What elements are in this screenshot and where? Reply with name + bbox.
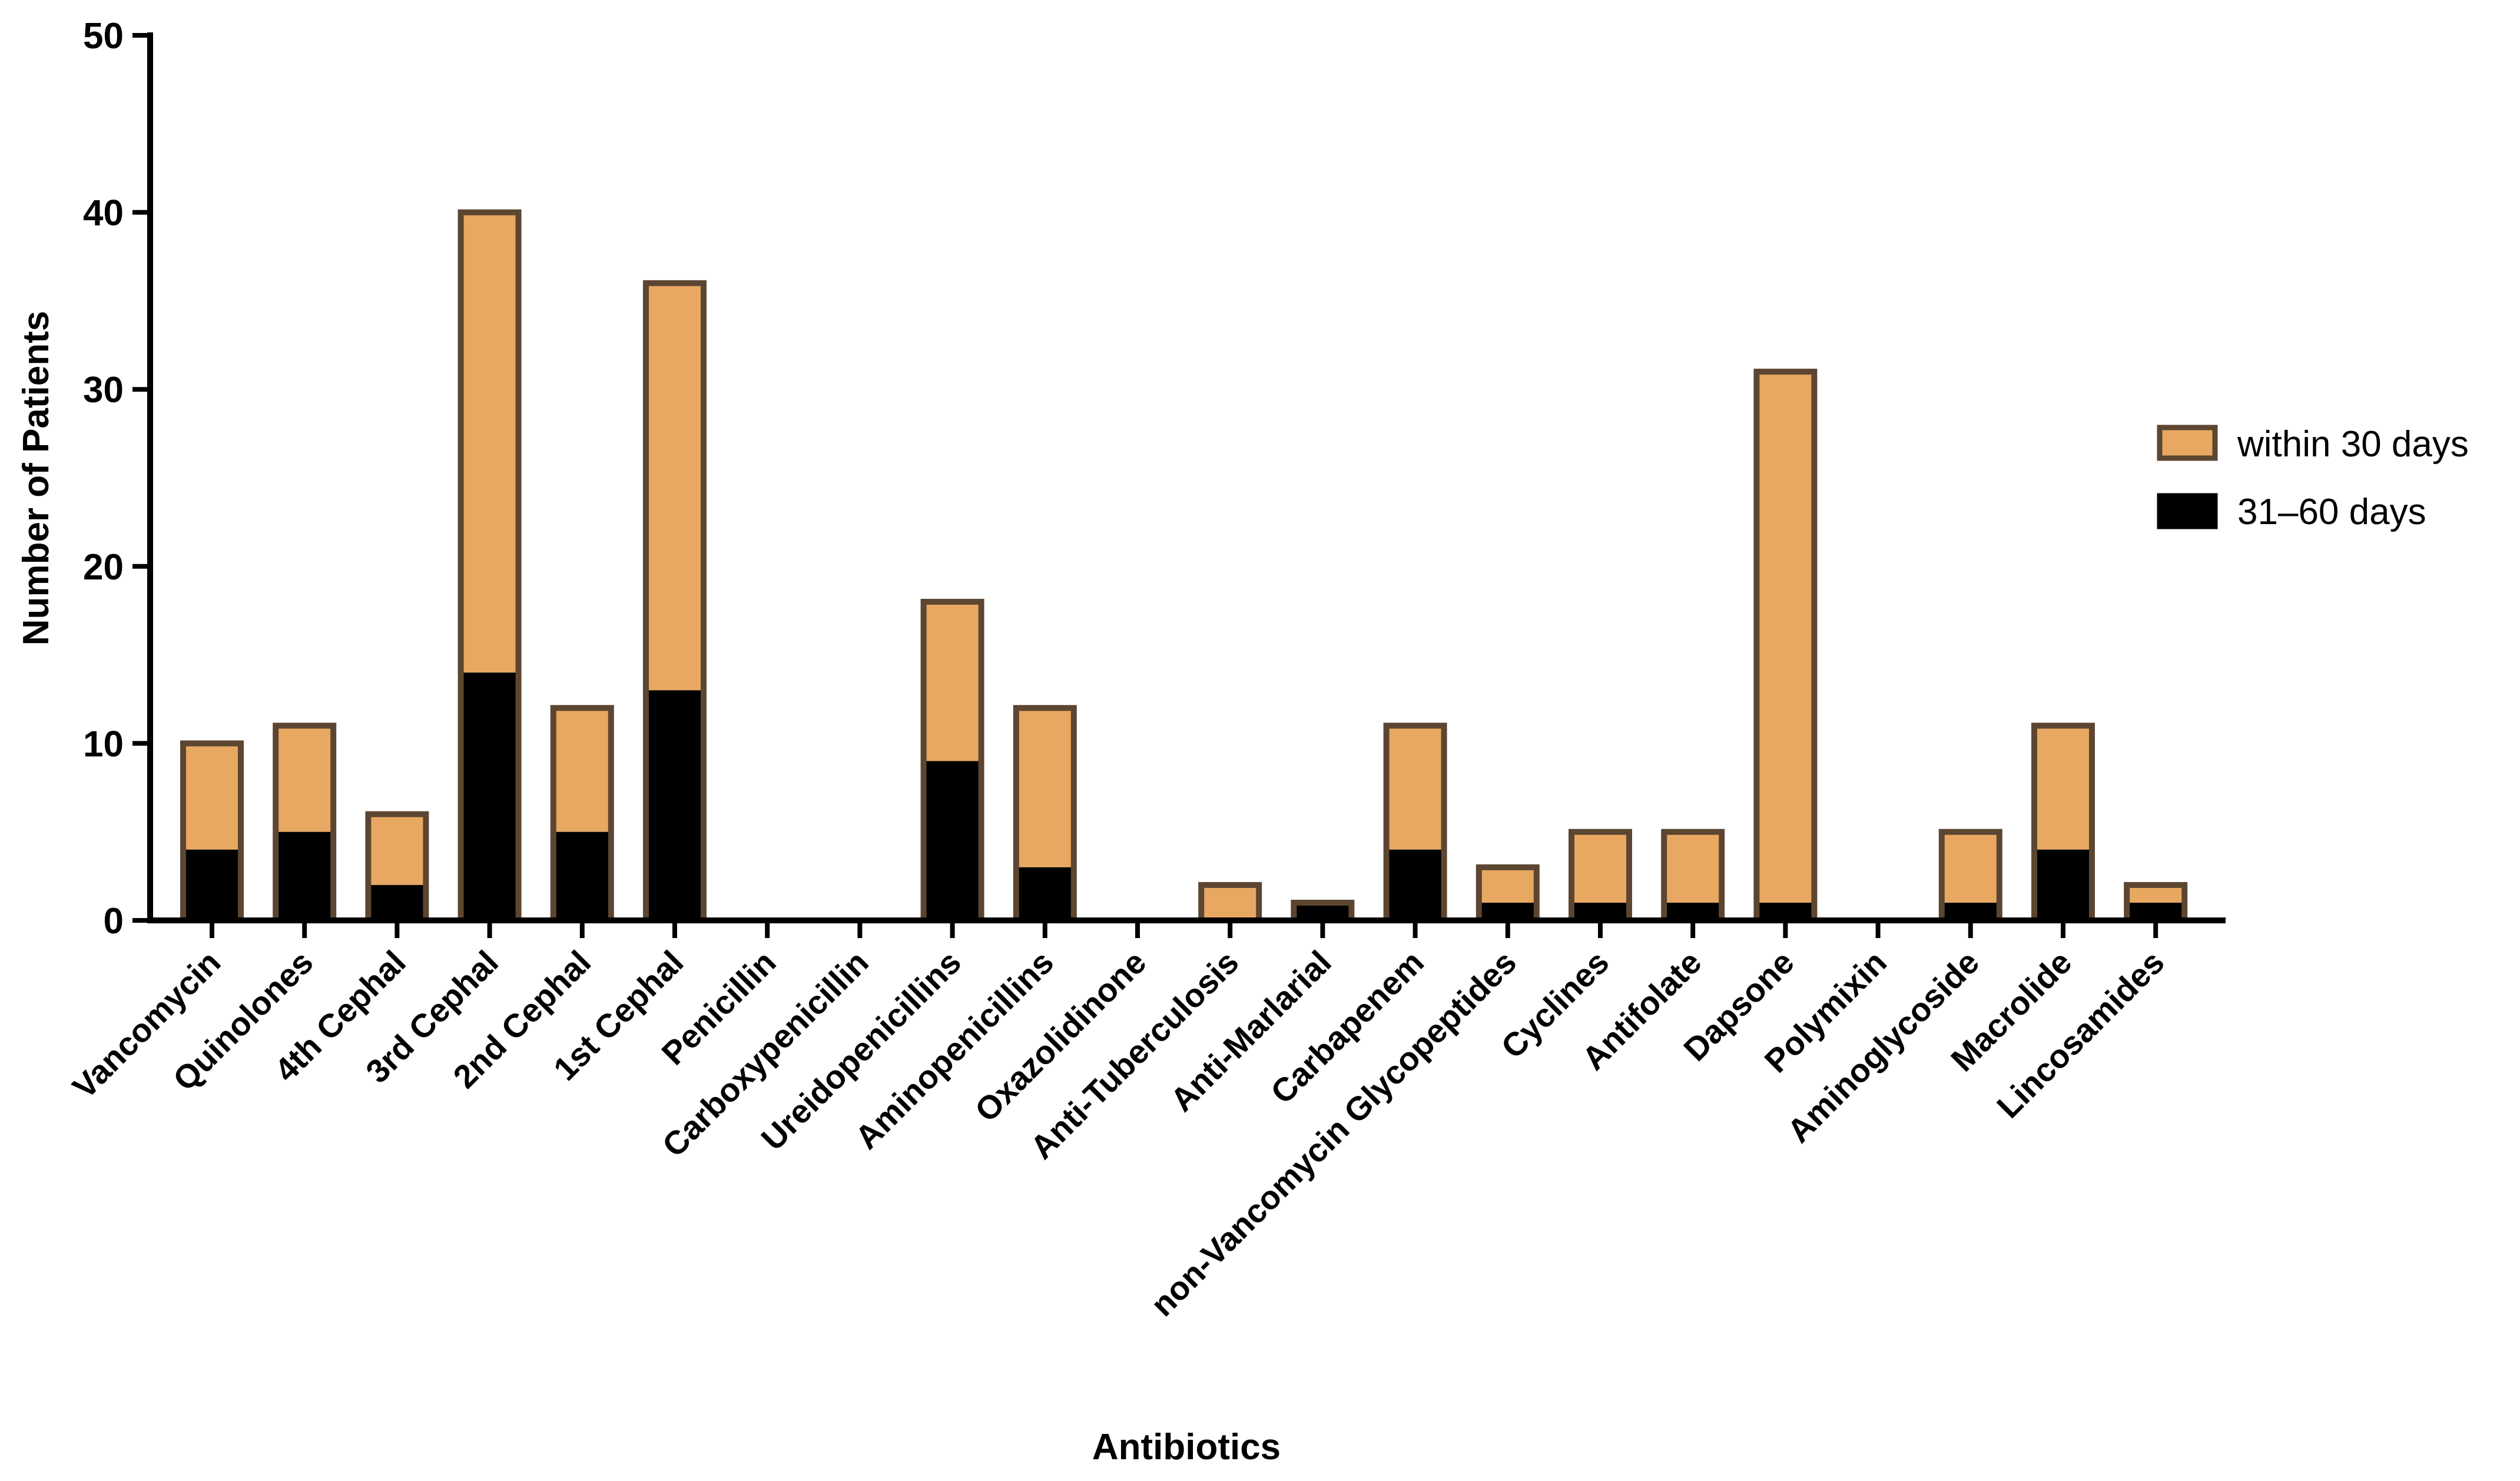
bar-within-30-days-carbapenem: [1386, 725, 1444, 850]
y-tick-label: 20: [83, 547, 124, 588]
bar-within-30-days-vancomycin: [183, 743, 241, 850]
bar-31-60-days-ureidopenicillins: [923, 761, 982, 920]
bar-31-60-days-aminopenicillins: [1016, 867, 1074, 920]
bar-within-30-days-lincosamides: [2127, 884, 2185, 903]
legend-swatch-31-60-days: [2157, 493, 2218, 529]
bar-31-60-days-2nd-cephal: [553, 831, 611, 920]
bar-within-30-days-ureidopenicillins: [923, 601, 982, 761]
bar-within-30-days-cyclines: [1571, 831, 1629, 903]
x-tick-label-oxazolidinone: Oxazolidinone: [967, 943, 1153, 1129]
y-tick-label: 10: [83, 724, 124, 764]
bar-within-30-days-non-vancomycin-glycopeptides: [1478, 867, 1537, 903]
bar-within-30-days-anti-tuberculosis: [1201, 884, 1259, 920]
x-axis-title: Antibiotics: [1092, 1427, 1281, 1467]
bar-within-30-days-dapsone: [1756, 372, 1815, 903]
bar-31-60-days-quinolones: [276, 831, 334, 920]
legend-label-within-30-days: within 30 days: [2237, 424, 2469, 465]
y-tick-label: 40: [83, 193, 124, 234]
legend-swatch-within-30-days: [2157, 425, 2218, 461]
bar-31-60-days-antifolate: [1664, 902, 1722, 920]
bar-31-60-days-cyclines: [1571, 902, 1629, 920]
x-tick-label-lincosamides: Lincosamides: [1990, 943, 2171, 1125]
bar-within-30-days-quinolones: [276, 725, 334, 832]
bar-31-60-days-aminoglycoside: [1941, 902, 2000, 920]
x-tick-label-anti-marlarial: Anti-Marlarial: [1163, 943, 1338, 1119]
bars-layer: [180, 209, 2188, 924]
y-ticks: 0 10 20 30 40 50: [83, 16, 150, 942]
bar-31-60-days-vancomycin: [183, 849, 241, 920]
bar-within-30-days-aminopenicillins: [1016, 708, 1074, 867]
bar-within-30-days-4th-cephal: [368, 814, 426, 885]
bar-within-30-days-antifolate: [1664, 831, 1722, 903]
legend-label-31-60-days: 31–60 days: [2237, 492, 2426, 532]
bar-31-60-days-macrolide: [2034, 849, 2092, 920]
bar-within-30-days-2nd-cephal: [553, 708, 611, 832]
bar-31-60-days-lincosamides: [2127, 902, 2185, 920]
legend: within 30 days 31–60 days: [2157, 424, 2469, 532]
y-tick-label: 50: [83, 16, 124, 57]
y-tick-label: 30: [83, 370, 124, 410]
bar-31-60-days-dapsone: [1756, 902, 1815, 920]
bar-within-30-days-aminoglycoside: [1941, 831, 2000, 903]
bar-within-30-days-1st-cephal: [646, 283, 704, 691]
bar-31-60-days-non-vancomycin-glycopeptides: [1478, 902, 1537, 920]
bar-within-30-days-macrolide: [2034, 725, 2092, 850]
bar-31-60-days-4th-cephal: [368, 884, 426, 920]
y-axis-title: Number of Patients: [16, 311, 57, 645]
bar-31-60-days-3rd-cephal: [460, 672, 519, 920]
bar-31-60-days-anti-marlarial: [1294, 902, 1352, 920]
bar-31-60-days-carbapenem: [1386, 849, 1444, 920]
y-tick-label: 0: [104, 901, 124, 942]
bar-within-30-days-3rd-cephal: [460, 212, 519, 673]
bar-31-60-days-1st-cephal: [646, 690, 704, 920]
